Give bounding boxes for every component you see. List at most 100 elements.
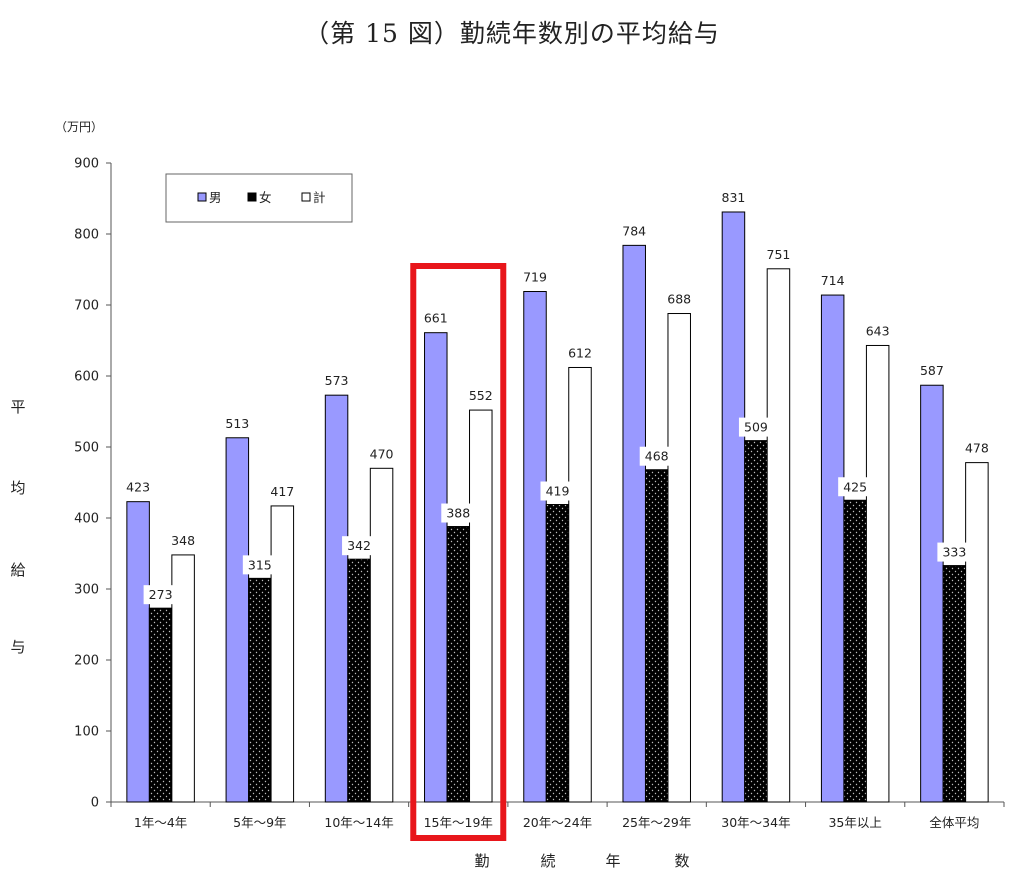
data-labels: 423 273 348 513 315 417 573 342 470 661 388 552 719 4… bbox=[126, 190, 989, 605]
legend-swatch-male bbox=[197, 192, 207, 202]
data-label-bg bbox=[342, 536, 377, 556]
data-label-total: 688 bbox=[667, 292, 691, 307]
data-label-female: 419 bbox=[546, 484, 570, 499]
bar-female bbox=[446, 526, 471, 803]
data-label-bg bbox=[937, 542, 972, 562]
bar-female bbox=[248, 577, 272, 803]
bar-female bbox=[942, 565, 967, 803]
data-label-male: 661 bbox=[424, 311, 448, 326]
y-tick-label: 500 bbox=[74, 441, 99, 456]
bar-male bbox=[920, 384, 944, 803]
x-axis-label-char: 続 bbox=[540, 852, 555, 870]
data-label-male: 423 bbox=[126, 480, 150, 495]
x-axis-label-char: 勤 bbox=[474, 852, 489, 870]
x-category-label: 全体平均 bbox=[929, 815, 979, 830]
data-label-male: 714 bbox=[821, 273, 845, 288]
data-label-total: 643 bbox=[866, 323, 890, 338]
bar-male bbox=[424, 332, 448, 803]
data-label-female: 342 bbox=[347, 538, 371, 553]
x-category-label: 15年～19年 bbox=[424, 815, 493, 830]
y-tick-label: 900 bbox=[74, 157, 99, 172]
data-label-male: 784 bbox=[622, 223, 646, 238]
x-category-label: 1年～4年 bbox=[134, 815, 187, 830]
legend-label-male: 男 bbox=[209, 190, 222, 205]
data-label-total: 552 bbox=[469, 388, 493, 403]
data-label-total: 612 bbox=[568, 345, 592, 360]
data-label-bg bbox=[738, 417, 773, 437]
legend-box bbox=[165, 173, 353, 223]
data-label-female: 273 bbox=[149, 587, 173, 602]
bar-female bbox=[644, 469, 669, 803]
bar-female bbox=[347, 558, 371, 803]
x-axis-label-char: 数 bbox=[674, 852, 689, 870]
bar-female bbox=[843, 499, 867, 803]
y-tick-label: 300 bbox=[74, 583, 99, 598]
data-label-bg bbox=[242, 555, 277, 575]
data-label-female: 468 bbox=[645, 449, 669, 464]
y-tick-label: 0 bbox=[91, 796, 99, 811]
x-category-label: 5年～9年 bbox=[233, 815, 286, 830]
bar-total bbox=[667, 313, 691, 803]
data-label-female: 388 bbox=[446, 506, 470, 521]
axes: 0 100 200 300 400 500 600 700 800 900 1年～4年 5年～9年 10… bbox=[10, 120, 1005, 870]
bar-male bbox=[622, 244, 646, 803]
data-label-bg bbox=[540, 481, 575, 501]
x-axis-label-char: 年 bbox=[605, 852, 620, 870]
bar-total bbox=[369, 467, 394, 803]
legend-label-female: 女 bbox=[259, 190, 272, 205]
y-tick-label: 400 bbox=[74, 512, 99, 527]
bar-total bbox=[171, 554, 195, 803]
bar-female bbox=[744, 440, 768, 803]
y-unit-label: （万円） bbox=[55, 120, 103, 134]
data-label-total: 417 bbox=[270, 484, 294, 499]
data-label-bg bbox=[838, 477, 873, 497]
chart-title: （第 15 図）勤続年数別の平均給与 bbox=[304, 19, 720, 48]
y-tick-label: 100 bbox=[74, 725, 99, 740]
bar-total bbox=[469, 409, 493, 803]
data-label-bg bbox=[143, 585, 178, 605]
bar-male bbox=[820, 294, 845, 803]
highlight-rectangle bbox=[410, 263, 507, 841]
x-category-label: 25年～29年 bbox=[622, 815, 691, 830]
legend-swatch-female bbox=[247, 192, 257, 202]
x-category-label: 10年～14年 bbox=[324, 815, 393, 830]
y-axis-label-char: 給 bbox=[10, 561, 25, 579]
highlight-frame bbox=[410, 263, 507, 841]
bar-male bbox=[126, 501, 150, 803]
y-axis-label-char: 与 bbox=[10, 638, 25, 656]
y-axis-label-char: 均 bbox=[10, 479, 25, 497]
data-label-male: 831 bbox=[722, 190, 746, 205]
x-category-label: 30年～34年 bbox=[721, 815, 790, 830]
data-label-female: 509 bbox=[744, 420, 768, 435]
data-label-male: 719 bbox=[523, 270, 547, 285]
data-label-male: 573 bbox=[325, 373, 349, 388]
data-label-total: 348 bbox=[171, 533, 195, 548]
y-axis-label-char: 平 bbox=[10, 398, 25, 416]
y-tick-label: 600 bbox=[74, 370, 99, 385]
data-label-bg bbox=[639, 446, 674, 466]
bar-total bbox=[766, 268, 791, 803]
bar-female bbox=[148, 607, 173, 803]
bar-total bbox=[270, 505, 295, 803]
bar-total bbox=[865, 344, 890, 803]
legend: 男女計 bbox=[165, 173, 353, 223]
data-label-female: 315 bbox=[248, 557, 272, 572]
legend-label-total: 計 bbox=[313, 190, 326, 205]
x-category-label: 20年～24年 bbox=[523, 815, 592, 830]
data-label-total: 470 bbox=[370, 446, 394, 461]
data-label-male: 587 bbox=[920, 363, 944, 378]
data-label-female: 425 bbox=[843, 479, 867, 494]
data-label-total: 478 bbox=[965, 441, 989, 456]
bar-male bbox=[225, 437, 250, 803]
bar-female bbox=[545, 504, 570, 803]
data-label-male: 513 bbox=[225, 416, 249, 431]
legend-swatch-total bbox=[301, 192, 311, 202]
bar-total bbox=[965, 462, 989, 803]
data-label-total: 751 bbox=[767, 247, 791, 262]
x-category-label: 35年以上 bbox=[828, 815, 881, 830]
data-label-female: 333 bbox=[942, 545, 966, 560]
y-tick-label: 800 bbox=[74, 228, 99, 243]
bar-total bbox=[568, 366, 592, 803]
y-tick-label: 700 bbox=[74, 299, 99, 314]
